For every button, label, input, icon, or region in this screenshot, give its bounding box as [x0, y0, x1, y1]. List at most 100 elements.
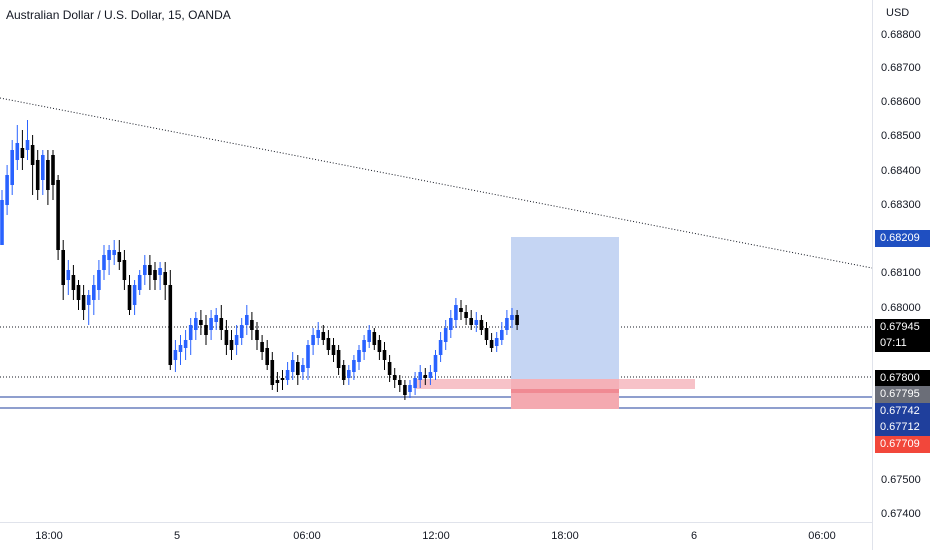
candle-body: [290, 360, 295, 372]
candle-body: [479, 320, 484, 330]
candle-body: [219, 318, 224, 330]
candle-body: [117, 252, 122, 262]
price-tick: 0.68500: [881, 130, 921, 142]
pink-zone[interactable]: [416, 379, 695, 389]
candle-body: [137, 275, 142, 290]
candle-body: [204, 325, 208, 335]
candle-body: [449, 318, 453, 330]
candle-body: [474, 320, 479, 325]
candle-body: [35, 160, 40, 190]
candle-body: [5, 175, 9, 205]
candle-body: [122, 260, 127, 280]
candle-body: [341, 365, 346, 380]
candle-body: [316, 330, 320, 338]
candle-body: [112, 250, 116, 255]
price-tick: 0.68000: [881, 302, 921, 314]
price-tick: 0.68300: [881, 199, 921, 211]
candle-body: [372, 332, 377, 345]
price-tick: 0.67400: [881, 508, 921, 520]
candle-body: [382, 350, 387, 360]
candle-body: [132, 285, 137, 305]
chart-area[interactable]: [0, 0, 872, 522]
candle-body: [178, 345, 183, 352]
candle-body: [428, 372, 433, 378]
candle-body: [199, 320, 203, 325]
candle-body: [362, 340, 366, 352]
symbol-title[interactable]: Australian Dollar / U.S. Dollar, 15, OAN…: [6, 8, 231, 22]
time-tick: 12:00: [422, 530, 450, 542]
candle-body: [229, 340, 234, 350]
candle-body: [413, 378, 417, 388]
candle-body: [306, 345, 310, 368]
candle-body: [0, 200, 4, 245]
last-price-badge: 0.67945: [875, 319, 930, 336]
candle-body: [505, 318, 509, 330]
entry-price-badge: 0.67795: [875, 386, 930, 403]
candle-body: [403, 385, 407, 395]
candlestick-chart[interactable]: [0, 0, 872, 522]
candle-body: [347, 370, 351, 378]
target-price-badge: 0.68209: [875, 230, 930, 247]
candle-body: [377, 340, 382, 352]
time-tick: 18:00: [35, 530, 63, 542]
candle-body: [443, 328, 448, 342]
line2-price-badge: 0.67712: [875, 419, 930, 436]
candle-body: [311, 335, 315, 345]
candle-body: [194, 318, 198, 330]
time-tick: 18:00: [551, 530, 579, 542]
candle-body: [61, 250, 65, 285]
candle-body: [398, 380, 402, 385]
line1-price-badge: 0.67742: [875, 403, 930, 420]
candle-body: [301, 365, 305, 372]
price-tick: 0.68600: [881, 96, 921, 108]
target-zone[interactable]: [511, 237, 619, 379]
candle-body: [494, 338, 499, 346]
candle-body: [500, 330, 504, 340]
countdown-badge: 07:11: [875, 335, 930, 352]
candle-body: [280, 378, 285, 380]
candle-body: [433, 355, 438, 372]
candle-body: [127, 285, 132, 310]
candle-body: [285, 370, 290, 380]
candle-body: [97, 270, 101, 290]
time-tick: 5: [173, 530, 181, 542]
candle-body: [296, 362, 300, 375]
candle-body: [148, 265, 152, 275]
candle-body: [188, 325, 193, 340]
time-axis[interactable]: [0, 522, 872, 551]
candle-body: [163, 272, 167, 285]
candle-body: [143, 265, 147, 275]
price-tick: 0.68400: [881, 165, 921, 177]
candle-body: [469, 318, 473, 325]
price-tick: 0.67500: [881, 474, 921, 486]
candle-body: [454, 305, 458, 320]
candle-body: [76, 285, 81, 300]
time-tick: 6: [690, 530, 698, 542]
candle-body: [484, 328, 489, 340]
candle-body: [464, 312, 468, 318]
candle-body: [321, 332, 326, 340]
candle-body: [515, 315, 519, 325]
candle-body: [367, 330, 371, 342]
candles-group: [0, 120, 519, 400]
candle-body: [408, 385, 412, 392]
candle-body: [357, 350, 361, 362]
candle-body: [71, 275, 76, 290]
candle-body: [270, 360, 275, 385]
candle-body: [234, 335, 239, 345]
candle-body: [168, 285, 173, 365]
candle-body: [489, 340, 494, 348]
level-badge: 0.67800: [875, 370, 930, 387]
candle-body: [459, 308, 463, 312]
candle-body: [209, 318, 213, 330]
candle-body: [326, 338, 331, 350]
candle-body: [10, 150, 14, 185]
candle-body: [86, 295, 91, 305]
currency-label: USD: [886, 7, 910, 19]
candle-body: [250, 320, 254, 330]
time-tick: 06:00: [293, 530, 321, 542]
trend-line[interactable]: [0, 97, 872, 269]
price-axis[interactable]: [872, 0, 932, 550]
candle-body: [81, 295, 86, 310]
candle-body: [15, 143, 20, 160]
